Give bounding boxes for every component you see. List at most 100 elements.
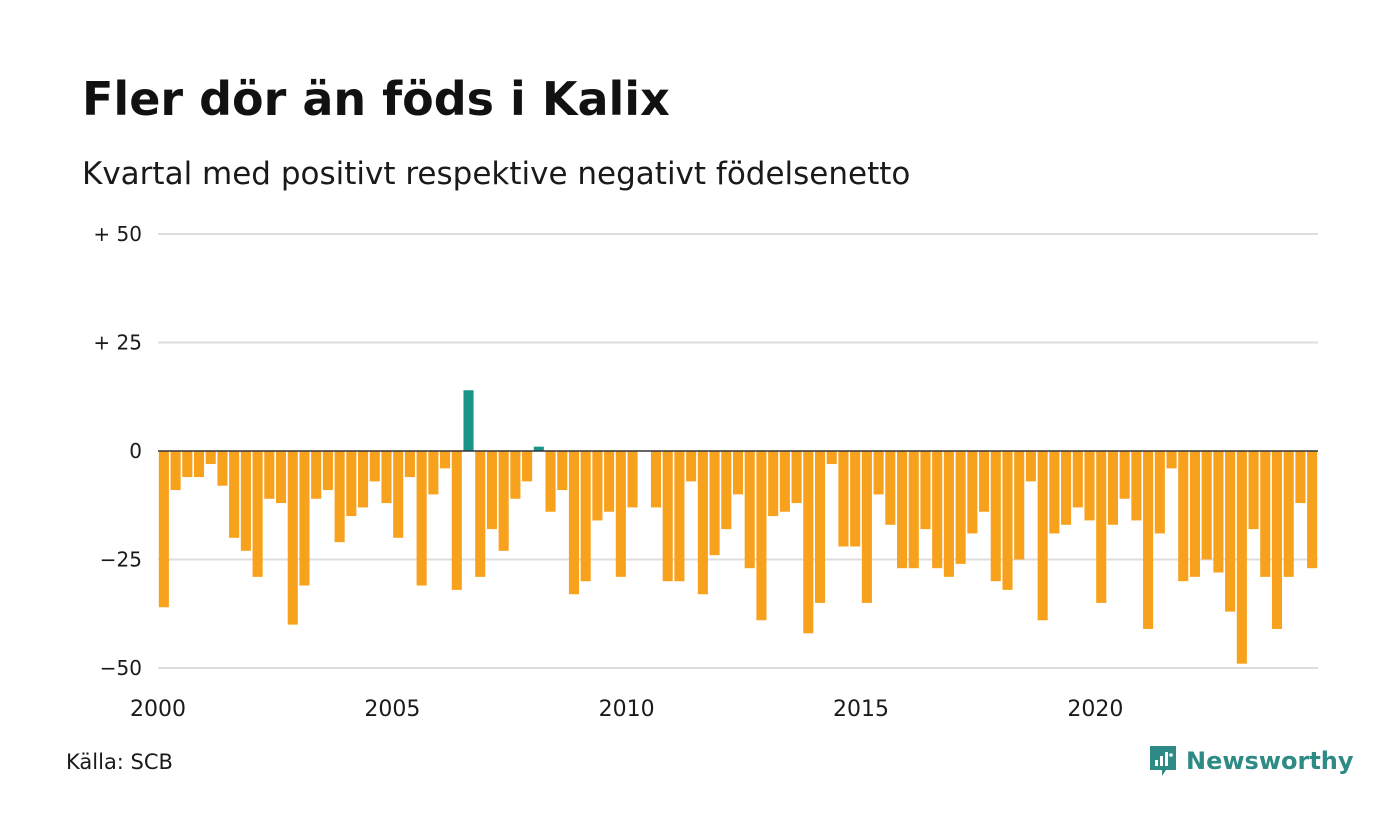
bar: [826, 451, 837, 465]
bar: [463, 390, 474, 451]
y-tick-label: 0: [129, 439, 142, 463]
bar: [158, 451, 169, 608]
bar: [932, 451, 943, 569]
bar: [568, 451, 579, 595]
bar: [311, 451, 322, 499]
bar: [1061, 451, 1072, 525]
bar: [287, 451, 298, 625]
bar: [275, 451, 287, 504]
source-note: Källa: SCB: [66, 750, 173, 774]
bar: [1072, 451, 1083, 508]
bar: [475, 451, 486, 577]
bar: [1189, 451, 1201, 577]
bar: [404, 451, 415, 478]
y-axis-ticks: + 50 + 25 0 −25 −50: [93, 222, 142, 680]
bar: [1131, 451, 1142, 521]
bar: [1166, 451, 1177, 469]
bar: [1271, 451, 1283, 629]
bar: [217, 451, 228, 486]
brand-name: Newsworthy: [1186, 747, 1354, 775]
bar: [1002, 451, 1013, 590]
bar: [381, 451, 392, 504]
bar: [1260, 451, 1271, 577]
bar: [416, 451, 427, 586]
x-tick-label: 2005: [364, 697, 420, 722]
chart-subtitle: Kvartal med positivt respektive negativt…: [82, 156, 911, 192]
bar: [850, 451, 861, 547]
bar: [428, 451, 439, 495]
bar: [803, 451, 814, 634]
x-tick-label: 2010: [599, 697, 655, 722]
bar: [580, 451, 591, 582]
bar: [252, 451, 263, 577]
bar: [697, 451, 708, 595]
bar: [943, 451, 954, 577]
bar: [1143, 451, 1154, 629]
bar: [1037, 451, 1048, 621]
bar: [920, 451, 931, 530]
bar: [557, 451, 568, 491]
brand-logo: Newsworthy: [1148, 744, 1354, 778]
y-tick-label: + 25: [93, 331, 142, 355]
bar: [627, 451, 638, 508]
bar: [1119, 451, 1130, 499]
x-tick-label: 2015: [833, 697, 889, 722]
bar: [1283, 451, 1294, 577]
bar: [744, 451, 755, 569]
bar: [322, 451, 333, 491]
bar: [1025, 451, 1036, 482]
bar: [182, 451, 193, 478]
bar: [440, 451, 451, 469]
bar: [709, 451, 720, 556]
bar: [358, 451, 369, 508]
bar: [522, 451, 533, 482]
bar: [299, 451, 310, 586]
y-tick-label: −25: [100, 548, 142, 572]
y-tick-label: + 50: [93, 222, 142, 246]
bars: [158, 390, 1318, 664]
bar: [768, 451, 779, 517]
y-tick-label: −50: [100, 656, 142, 680]
newsworthy-logo-icon: [1150, 746, 1176, 776]
bar: [346, 451, 357, 517]
bar: [838, 451, 849, 547]
bar: [814, 451, 826, 603]
bar: [451, 451, 462, 590]
grid-lines: [158, 233, 1318, 669]
bar: [498, 451, 509, 551]
bar: [615, 451, 626, 577]
bar: [1014, 451, 1025, 560]
bar: [674, 451, 685, 582]
bar: [1236, 451, 1247, 664]
bar: [885, 451, 896, 525]
bar: [369, 451, 380, 482]
bar: [1049, 451, 1060, 534]
bar: [1201, 451, 1212, 560]
bar: [779, 451, 790, 512]
bar: [1178, 451, 1189, 582]
bar: [393, 451, 404, 538]
bar: [510, 451, 521, 499]
bar: [229, 451, 240, 538]
x-tick-label: 2000: [130, 697, 186, 722]
bar: [967, 451, 978, 534]
chart-title: Fler dör än föds i Kalix: [82, 72, 670, 126]
bar: [334, 451, 345, 543]
bar: [1107, 451, 1118, 525]
bar: [1248, 451, 1259, 530]
bar: [686, 451, 697, 482]
bar: [205, 451, 216, 465]
bar: [990, 451, 1001, 582]
bar: [170, 451, 181, 491]
bar: [264, 451, 275, 499]
bar: [486, 451, 497, 530]
bar: [240, 451, 251, 551]
bar: [732, 451, 744, 495]
bar: [756, 451, 767, 621]
x-tick-label: 2020: [1067, 697, 1123, 722]
bar: [193, 451, 205, 478]
bar: [1096, 451, 1107, 603]
bar: [604, 451, 615, 512]
bar: [955, 451, 966, 564]
bar: [791, 451, 802, 504]
